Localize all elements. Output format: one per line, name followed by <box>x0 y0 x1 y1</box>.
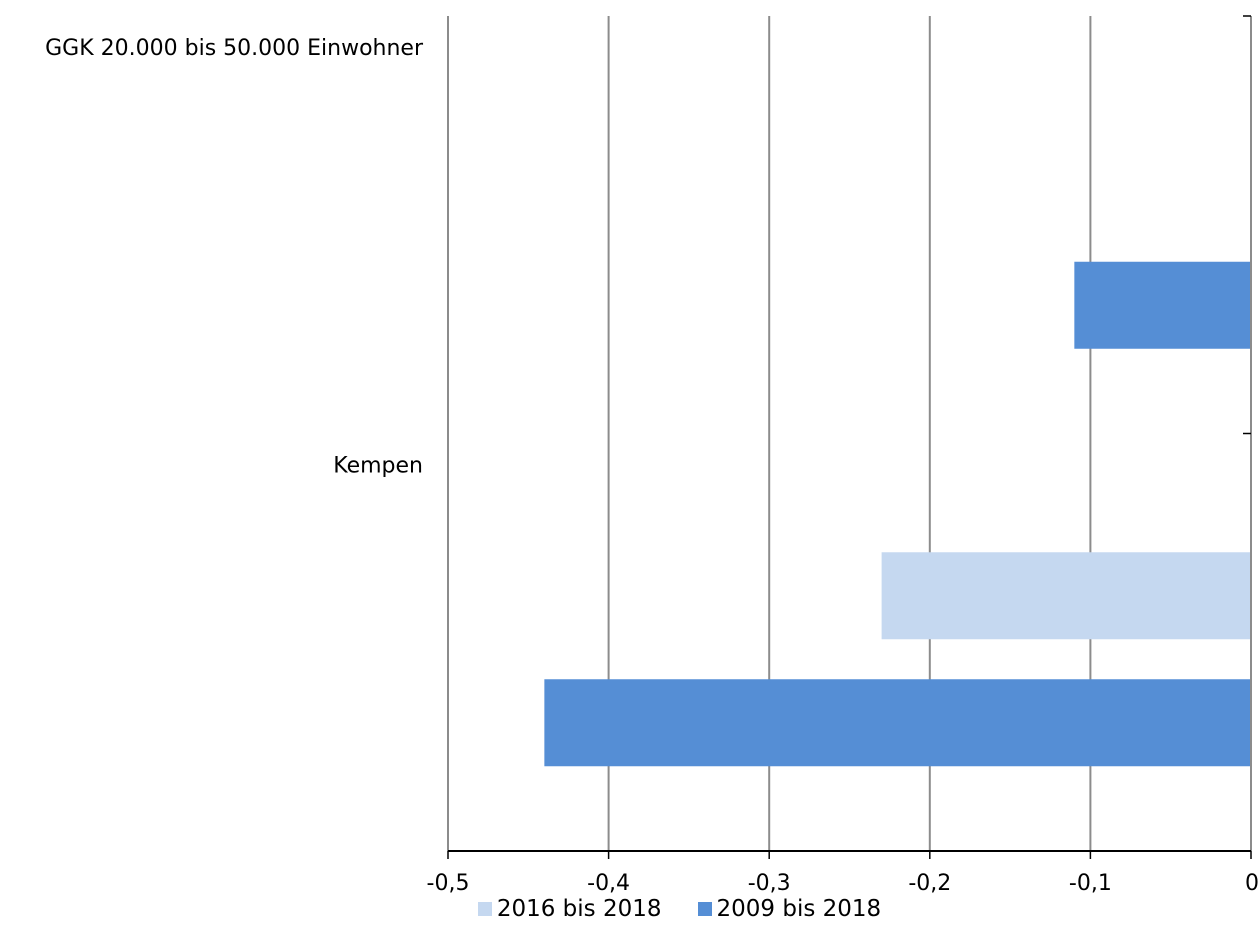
bar-0-1 <box>1074 261 1251 349</box>
legend-item-series-1: 2016 bis 2018 <box>477 896 662 922</box>
bar-1-1 <box>544 679 1251 767</box>
legend-label-series-2: 2009 bis 2018 <box>716 896 882 922</box>
legend-swatch-series-2 <box>697 902 712 916</box>
x-tick-label-2: -0,3 <box>748 871 791 896</box>
x-tick-label-4: -0,1 <box>1069 871 1112 896</box>
bar-1-0 <box>881 552 1251 640</box>
x-tick-label-3: -0,2 <box>908 871 951 896</box>
legend-label-series-1: 2016 bis 2018 <box>496 896 662 922</box>
x-tick-label-0: -0,5 <box>427 871 470 896</box>
x-tick-label-5: 0 <box>1245 871 1259 896</box>
legend-item-series-2: 2009 bis 2018 <box>697 896 882 922</box>
x-tick-label-1: -0,4 <box>587 871 630 896</box>
legend-swatch-series-1 <box>477 902 492 916</box>
category-label-1: Kempen <box>333 453 423 478</box>
category-label-0: GGK 20.000 bis 50.000 Einwohner <box>45 36 424 61</box>
legend: 2016 bis 2018 2009 bis 2018 <box>0 896 1259 922</box>
